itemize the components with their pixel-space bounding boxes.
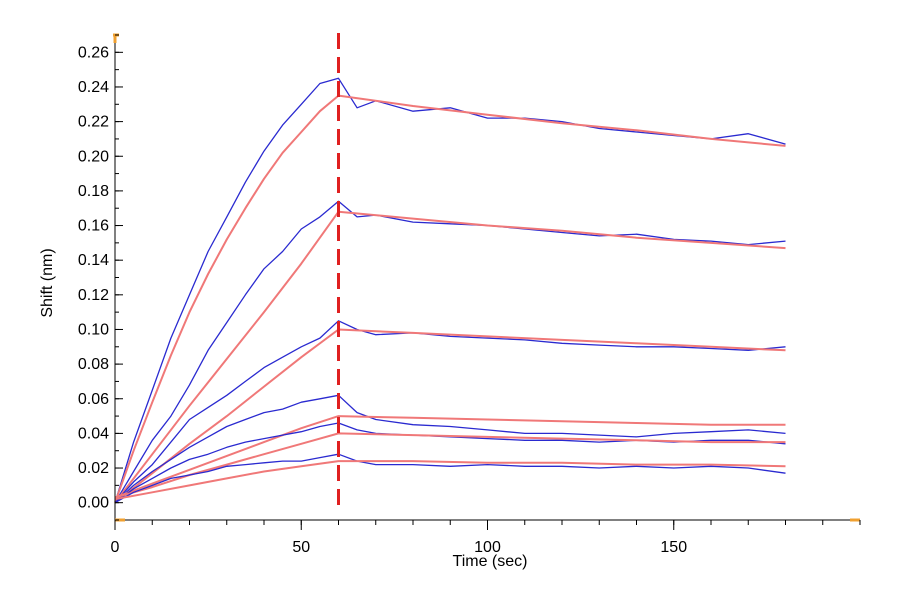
axes: 0.00 0.02 0.04 0.06 0.08 0.10 0.12 0.14 0.16 0.18… [78,33,861,556]
y-tick-label: 0.04 [78,425,109,442]
y-tick-label: 0.20 [78,148,109,165]
y-tick-label: 0.10 [78,321,109,338]
y-tick-label: 0.02 [78,460,109,477]
y-axis-title: Shift (nm) [39,248,56,317]
x-axis-title: Time (sec) [453,553,528,570]
measured-curve-2 [114,200,786,504]
measured-curve-6 [114,394,786,504]
y-tick-label: 0.06 [78,391,109,408]
y-tick-label: 0.16 [78,218,109,235]
measured-curve-0 [114,77,786,503]
fit-curve-7 [114,415,786,499]
y-tick-label: 0.08 [78,356,109,373]
y-tick-label: 0.26 [78,44,109,61]
x-tick-label: 100 [474,539,501,556]
plot-area [114,33,786,510]
measured-curve-10 [114,453,786,504]
fit-curve-11 [114,460,786,501]
y-tick-label: 0.12 [78,287,109,304]
fit-curve-5 [114,328,786,504]
y-tick-label: 0.22 [78,114,109,131]
measured-curve-4 [114,320,786,504]
x-tick-label: 150 [660,539,687,556]
x-tick-label: 0 [111,539,120,556]
y-tick-label: 0.18 [78,183,109,200]
y-tick-label: 0.14 [78,252,109,269]
y-tick-label: 0.24 [78,79,109,96]
y-tick-label: 0.00 [78,495,109,512]
x-tick-label: 50 [292,539,310,556]
fit-curve-1 [114,94,786,504]
